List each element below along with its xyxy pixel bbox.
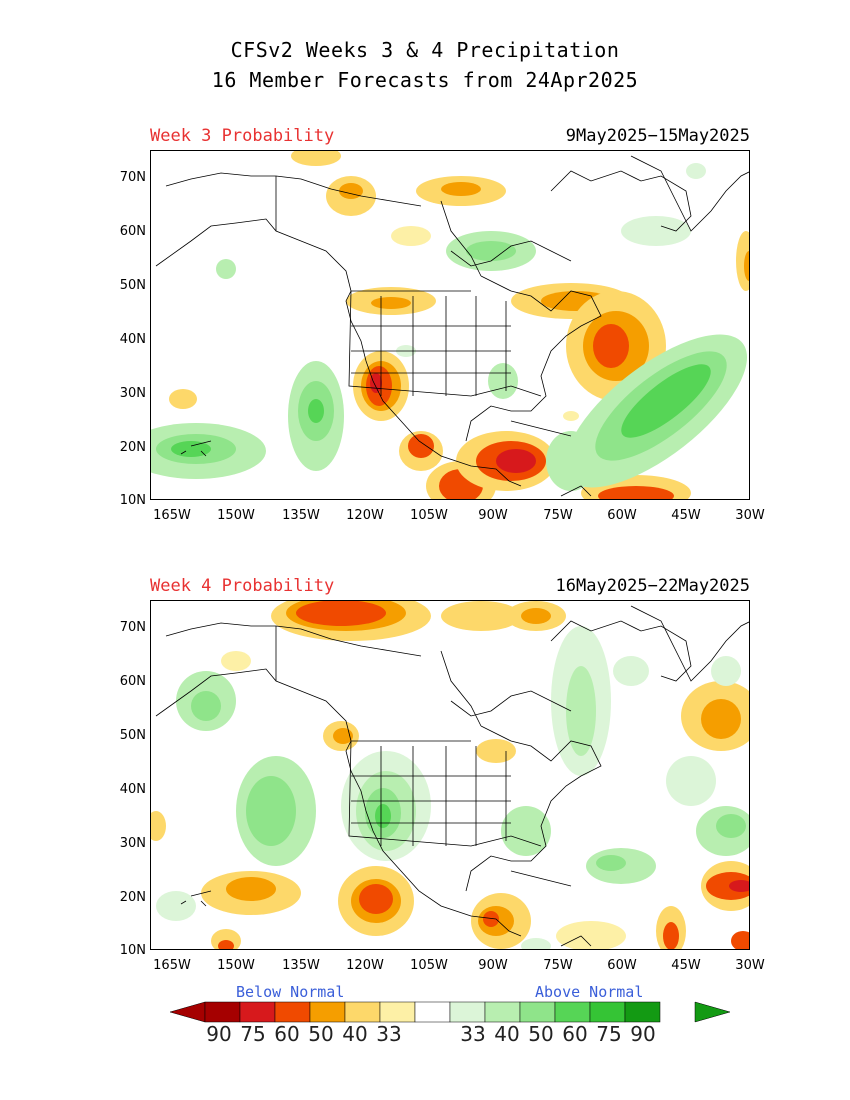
- colorbar-cells: [204, 1001, 661, 1023]
- colorbar-number: 40: [342, 1022, 368, 1046]
- week4-lat-tick: 60N: [119, 674, 146, 689]
- week4-map: [150, 600, 750, 950]
- week4-coastlines: [155, 605, 749, 947]
- week3-lon-tick: 90W: [478, 508, 508, 523]
- colorbar-cell: [554, 1001, 591, 1023]
- colorbar-cell: [484, 1001, 521, 1023]
- colorbar-number: 50: [528, 1022, 554, 1046]
- week3-lon-tick: 165W: [153, 508, 191, 523]
- week4-above-normal-areas: [156, 626, 749, 949]
- colorbar-cell: [624, 1001, 661, 1023]
- colorbar-number: 33: [376, 1022, 402, 1046]
- week3-lon-tick: 150W: [217, 508, 255, 523]
- chart-title-line2: 16 Member Forecasts from 24Apr2025: [211, 68, 639, 92]
- week3-coastlines: [155, 155, 749, 497]
- colorbar-number: 75: [596, 1022, 622, 1046]
- chart-title-line1: CFSv2 Weeks 3 & 4 Precipitation: [230, 38, 620, 62]
- colorbar-number: 60: [562, 1022, 588, 1046]
- week3-lat-tick: 60N: [119, 224, 146, 239]
- colorbar-cell: [204, 1001, 241, 1023]
- colorbar-left-triangle: [170, 1001, 206, 1023]
- colorbar-cell: [449, 1001, 486, 1023]
- week3-lat-tick: 50N: [119, 278, 146, 293]
- week3-lon-tick: 75W: [543, 508, 573, 523]
- week4-lon-tick: 135W: [282, 958, 320, 973]
- week3-lat-tick: 20N: [119, 440, 146, 455]
- colorbar: [170, 1001, 730, 1023]
- week3-above-normal-areas: [151, 163, 748, 491]
- week4-lon-tick: 120W: [346, 958, 384, 973]
- colorbar-right-triangle: [694, 1001, 730, 1023]
- week4-lon-tick: 75W: [543, 958, 573, 973]
- colorbar-cell: [239, 1001, 276, 1023]
- colorbar-cell: [379, 1001, 416, 1023]
- colorbar-cell: [274, 1001, 311, 1023]
- week3-lon-tick: 135W: [282, 508, 320, 523]
- week4-lon-tick: 60W: [607, 958, 637, 973]
- week3-map: [150, 150, 750, 500]
- week4-lat-tick: 40N: [119, 782, 146, 797]
- week3-label: Week 3 Probability: [150, 126, 335, 146]
- week4-lon-tick: 30W: [735, 958, 765, 973]
- week3-lat-tick: 30N: [119, 386, 146, 401]
- week3-below-normal-areas: [169, 151, 749, 499]
- colorbar-number: 90: [630, 1022, 656, 1046]
- colorbar-number: 75: [240, 1022, 266, 1046]
- week4-lon-tick: 150W: [217, 958, 255, 973]
- week4-lon-tick: 165W: [153, 958, 191, 973]
- week3-lon-tick: 45W: [671, 508, 701, 523]
- week4-lon-tick: 90W: [478, 958, 508, 973]
- week3-lon-tick: 60W: [607, 508, 637, 523]
- week4-lat-tick: 20N: [119, 890, 146, 905]
- week3-lat-tick: 40N: [119, 332, 146, 347]
- below-normal-label: Below Normal: [236, 983, 345, 1001]
- week3-dates: 9May2025−15May2025: [565, 126, 750, 146]
- above-normal-label: Above Normal: [535, 983, 644, 1001]
- week4-lon-tick: 105W: [410, 958, 448, 973]
- week4-map-canvas: [151, 601, 749, 949]
- week3-lat-tick: 10N: [119, 493, 146, 508]
- colorbar-number: 50: [308, 1022, 334, 1046]
- week3-lon-tick: 30W: [735, 508, 765, 523]
- colorbar-number: 40: [494, 1022, 520, 1046]
- colorbar-cell: [309, 1001, 346, 1023]
- week4-lat-tick: 10N: [119, 943, 146, 958]
- week4-label: Week 4 Probability: [150, 576, 335, 596]
- week4-lat-tick: 70N: [119, 620, 146, 635]
- week3-lon-tick: 105W: [410, 508, 448, 523]
- week4-lat-tick: 50N: [119, 728, 146, 743]
- colorbar-number: 60: [274, 1022, 300, 1046]
- week4-below-normal-areas: [151, 601, 749, 949]
- week3-lon-tick: 120W: [346, 508, 384, 523]
- week3-map-canvas: [151, 151, 749, 499]
- week4-dates: 16May2025−22May2025: [555, 576, 750, 596]
- colorbar-cell: [519, 1001, 556, 1023]
- week4-lat-tick: 30N: [119, 836, 146, 851]
- week3-lat-tick: 70N: [119, 170, 146, 185]
- colorbar-cell: [344, 1001, 381, 1023]
- colorbar-number: 90: [206, 1022, 232, 1046]
- colorbar-cell: [414, 1001, 451, 1023]
- colorbar-number: 33: [460, 1022, 486, 1046]
- colorbar-cell: [589, 1001, 626, 1023]
- week4-lon-tick: 45W: [671, 958, 701, 973]
